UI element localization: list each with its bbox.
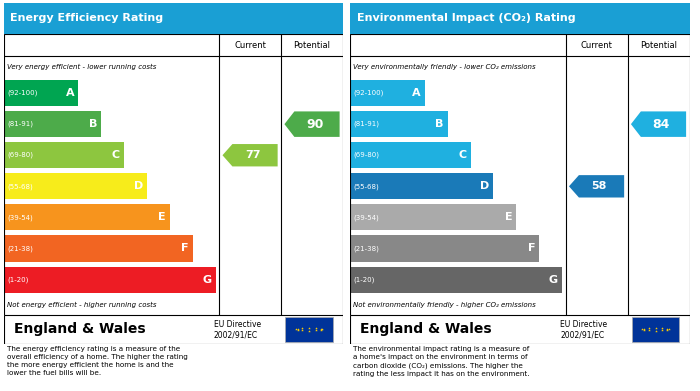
Text: Energy Efficiency Rating: Energy Efficiency Rating (10, 13, 163, 23)
Text: Not energy efficient - higher running costs: Not energy efficient - higher running co… (7, 302, 156, 308)
Text: 90: 90 (306, 118, 323, 131)
Text: Potential: Potential (293, 41, 330, 50)
Polygon shape (631, 111, 686, 137)
Text: A: A (66, 88, 74, 98)
Text: EU Directive
2002/91/EC: EU Directive 2002/91/EC (214, 320, 261, 339)
Bar (350, 204, 517, 230)
Text: Very environmentally friendly - lower CO₂ emissions: Very environmentally friendly - lower CO… (354, 64, 536, 70)
Text: B: B (89, 119, 97, 129)
Bar (4, 173, 147, 199)
Text: 58: 58 (592, 181, 607, 191)
Text: (1-20): (1-20) (7, 276, 28, 283)
Bar (4, 204, 170, 230)
Text: Potential: Potential (640, 41, 677, 50)
Polygon shape (284, 111, 340, 137)
Polygon shape (569, 175, 624, 197)
Text: (39-54): (39-54) (7, 214, 33, 221)
Text: (81-91): (81-91) (7, 121, 33, 127)
Text: (69-80): (69-80) (354, 152, 379, 158)
Text: C: C (112, 150, 120, 160)
Text: 84: 84 (652, 118, 670, 131)
Text: (55-68): (55-68) (354, 183, 379, 190)
Text: (69-80): (69-80) (7, 152, 33, 158)
Text: (39-54): (39-54) (354, 214, 379, 221)
Text: Not environmentally friendly - higher CO₂ emissions: Not environmentally friendly - higher CO… (354, 302, 536, 308)
Bar (632, 317, 679, 342)
Bar (4, 111, 101, 137)
Text: (92-100): (92-100) (354, 90, 384, 96)
Text: G: G (549, 274, 558, 285)
Text: England & Wales: England & Wales (14, 323, 146, 336)
Text: (92-100): (92-100) (7, 90, 37, 96)
Text: (1-20): (1-20) (354, 276, 374, 283)
Bar (4, 80, 78, 106)
Text: England & Wales: England & Wales (360, 323, 492, 336)
Text: C: C (458, 150, 466, 160)
Text: E: E (505, 212, 512, 222)
Bar (350, 173, 494, 199)
Text: The energy efficiency rating is a measure of the
overall efficiency of a home. T: The energy efficiency rating is a measur… (7, 346, 188, 376)
Text: Environmental Impact (CO₂) Rating: Environmental Impact (CO₂) Rating (357, 13, 575, 23)
Polygon shape (223, 144, 278, 167)
Text: (55-68): (55-68) (7, 183, 33, 190)
Bar (286, 317, 332, 342)
Text: Very energy efficient - lower running costs: Very energy efficient - lower running co… (7, 64, 156, 70)
Bar (350, 80, 425, 106)
Bar (4, 142, 124, 168)
Bar (4, 235, 192, 262)
Text: Current: Current (580, 41, 612, 50)
Bar (350, 111, 447, 137)
Text: 77: 77 (245, 150, 260, 160)
Text: G: G (202, 274, 211, 285)
Text: (81-91): (81-91) (354, 121, 379, 127)
Text: E: E (158, 212, 166, 222)
Bar (350, 267, 562, 292)
Text: (21-38): (21-38) (7, 245, 33, 252)
Text: (21-38): (21-38) (354, 245, 379, 252)
Text: B: B (435, 119, 444, 129)
Text: EU Directive
2002/91/EC: EU Directive 2002/91/EC (561, 320, 608, 339)
Bar (4, 267, 216, 292)
Text: F: F (528, 244, 536, 253)
Text: A: A (412, 88, 421, 98)
Text: The environmental impact rating is a measure of
a home's impact on the environme: The environmental impact rating is a mea… (354, 346, 530, 377)
Text: F: F (181, 244, 189, 253)
Bar (350, 142, 470, 168)
Bar (350, 235, 539, 262)
Text: D: D (480, 181, 489, 191)
Text: D: D (134, 181, 143, 191)
Text: Current: Current (234, 41, 266, 50)
